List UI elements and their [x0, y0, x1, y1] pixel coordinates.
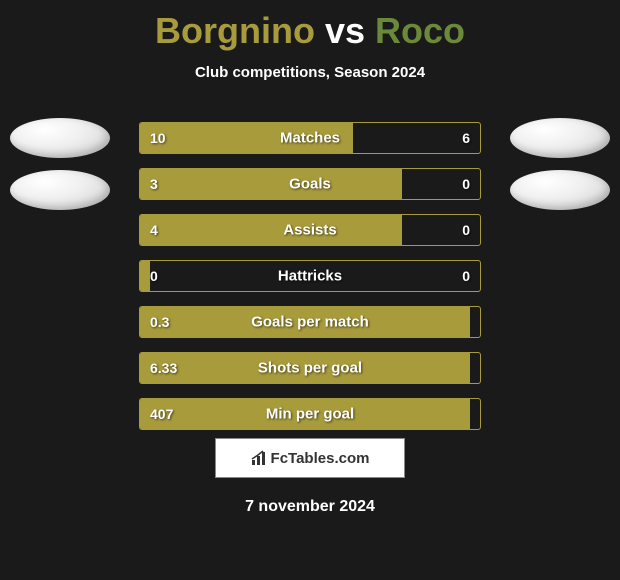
stat-label: Goals per match — [251, 314, 369, 331]
player2-name: Roco — [375, 10, 465, 51]
comparison-title: Borgnino vs Roco — [0, 0, 620, 52]
stat-value-right: 0 — [462, 176, 470, 192]
player1-national-logo — [10, 170, 110, 210]
stats-container: 10 Matches 6 3 Goals 0 4 Assists 0 0 Hattricks 0 0.3… — [139, 122, 481, 444]
stat-value-left: 0 — [150, 268, 158, 284]
bar-left-fill — [140, 169, 402, 199]
stat-bar: 3 Goals 0 — [139, 168, 481, 200]
stat-label: Shots per goal — [258, 360, 362, 377]
stat-bar: 4 Assists 0 — [139, 214, 481, 246]
player1-club-logo — [10, 118, 110, 158]
stat-value-left: 6.33 — [150, 360, 177, 376]
date-footer: 7 november 2024 — [245, 498, 375, 516]
bar-left-fill — [140, 215, 402, 245]
stat-bar: 0.3 Goals per match — [139, 306, 481, 338]
vs-label: vs — [325, 10, 365, 51]
stat-label: Min per goal — [266, 406, 354, 423]
stat-value-left: 10 — [150, 130, 166, 146]
stat-label: Matches — [280, 130, 340, 147]
player2-national-logo — [510, 170, 610, 210]
stat-bar: 0 Hattricks 0 — [139, 260, 481, 292]
stat-value-right: 0 — [462, 268, 470, 284]
stat-value-left: 4 — [150, 222, 158, 238]
player2-club-logo — [510, 118, 610, 158]
stat-value-left: 3 — [150, 176, 158, 192]
stat-value-right: 0 — [462, 222, 470, 238]
stat-bar: 6.33 Shots per goal — [139, 352, 481, 384]
subtitle: Club competitions, Season 2024 — [0, 64, 620, 81]
watermark: FcTables.com — [215, 438, 405, 478]
stat-bar: 10 Matches 6 — [139, 122, 481, 154]
stat-label: Assists — [283, 222, 336, 239]
stat-label: Hattricks — [278, 268, 342, 285]
stat-value-left: 407 — [150, 406, 173, 422]
watermark-text: FcTables.com — [271, 450, 370, 467]
stat-bar: 407 Min per goal — [139, 398, 481, 430]
chart-icon — [251, 450, 267, 466]
stat-value-right: 6 — [462, 130, 470, 146]
bar-left-fill — [140, 261, 150, 291]
stat-value-left: 0.3 — [150, 314, 169, 330]
stat-label: Goals — [289, 176, 331, 193]
player1-name: Borgnino — [155, 10, 315, 51]
